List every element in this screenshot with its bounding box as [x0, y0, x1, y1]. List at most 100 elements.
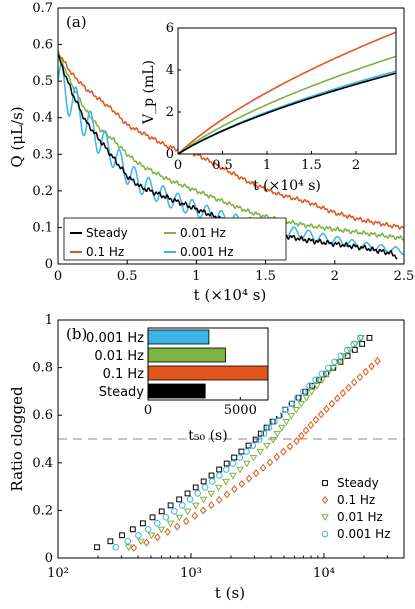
data-point-0.01-hz [345, 347, 354, 354]
panel-b-frame [57, 319, 405, 559]
data-point-0.001-hz [208, 478, 216, 485]
legend-marker-steady [322, 480, 328, 486]
bar-label-0.001-hz: 0.001 Hz [86, 331, 144, 346]
data-point-steady [351, 346, 358, 353]
panel-b-ytick-label: 1 [45, 313, 53, 328]
data-point-0.01-hz [277, 424, 286, 432]
data-point-0.01-hz [166, 520, 175, 528]
data-point-0.01-hz [124, 544, 133, 552]
data-point-0.1-hz [199, 506, 207, 515]
data-point-steady [167, 502, 174, 509]
panel-b-ytick-label: 0.6 [32, 408, 53, 423]
data-point-0.1-hz [280, 447, 287, 456]
data-point-0.1-hz [259, 463, 267, 472]
series-line-0.1-hz [57, 50, 405, 231]
data-point-0.001-hz [216, 472, 223, 479]
panel-a-xtick-label: 2.5 [394, 269, 415, 284]
panel-a-ytick-label: 0.6 [32, 38, 53, 53]
data-point-steady [208, 472, 215, 479]
data-point-0.001-hz [318, 370, 326, 378]
data-point-0.001-hz [300, 388, 307, 396]
bar-label-steady: Steady [99, 385, 145, 400]
inset-line-steady [177, 72, 397, 155]
panel-b-xlabel: t (s) [215, 584, 245, 602]
panel-a-label: (a) [66, 13, 87, 31]
panel-a-frame [57, 7, 405, 265]
data-point-0.1-hz [323, 405, 330, 414]
panel-a-xlabel: t (×10⁴ s) [194, 286, 267, 304]
data-point-0.1-hz [286, 442, 294, 451]
data-point-0.1-hz [245, 474, 253, 483]
data-point-0.001-hz [162, 514, 170, 521]
data-point-0.01-hz [199, 496, 208, 504]
legend-marker-0.1-hz [321, 496, 329, 504]
data-point-0.001-hz [271, 418, 278, 425]
panel-b-xtick-label: 10³ [180, 566, 202, 581]
data-point-0.001-hz [201, 484, 209, 491]
data-point-0.001-hz [229, 460, 237, 467]
data-point-0.1-hz [334, 394, 341, 403]
data-point-steady [309, 382, 316, 389]
data-point-0.1-hz [130, 543, 138, 552]
data-point-0.1-hz [223, 490, 231, 499]
panel-a-inset: 0 0.5 1 1.5 2 0 2 4 6 t (×10⁴ s) V_p (mL) [141, 21, 397, 194]
data-point-0.001-hz [282, 406, 289, 413]
data-point-0.01-hz [256, 448, 265, 456]
bar-0.01-hz [147, 347, 226, 363]
data-point-0.01-hz [307, 389, 316, 396]
legend-label-0.01hz: 0.01 Hz [180, 226, 226, 240]
data-point-steady [107, 538, 114, 545]
data-point-0.01-hz [175, 514, 184, 522]
bar-steady [147, 383, 206, 399]
panel-b-legend: Steady 0.1 Hz 0.01 Hz 0.001 Hz [321, 476, 391, 541]
panel-a-legend: Steady 0.1 Hz 0.01 Hz 0.001 Hz [63, 217, 287, 261]
data-point-0.01-hz [329, 365, 338, 372]
data-point-0.01-hz [287, 412, 296, 420]
data-point-0.01-hz [262, 442, 271, 450]
data-point-0.001-hz [186, 496, 194, 503]
data-point-0.01-hz [236, 466, 244, 474]
legend-label-0.01-hz: 0.01 Hz [337, 510, 383, 524]
panel-a-ytick-label: 0.7 [32, 1, 53, 16]
data-point-0.1-hz [368, 362, 375, 371]
panel-b-xtick-label: 10⁴ [313, 566, 335, 581]
data-point-steady [231, 454, 237, 461]
inset-ytick-label: 2 [166, 105, 174, 120]
data-point-0.001-hz [236, 454, 244, 461]
data-point-0.001-hz [124, 537, 132, 545]
data-point-0.01-hz [273, 430, 282, 438]
data-point-0.001-hz [249, 442, 257, 449]
data-point-0.1-hz [164, 527, 171, 536]
data-point-0.001-hz [194, 490, 201, 497]
data-point-0.01-hz [292, 406, 301, 414]
data-point-0.001-hz [294, 394, 301, 402]
data-point-0.01-hz [313, 383, 321, 390]
bar-0.001-hz [147, 329, 210, 345]
panel-b: 10² 10³ 10⁴ 0 0.2 0.4 0.6 0.8 1 (b) t (s) Ratio … [8, 313, 405, 602]
inset-frame [177, 27, 397, 155]
data-point-0.1-hz [345, 383, 352, 392]
data-point-0.1-hz [231, 485, 238, 494]
data-point-0.01-hz [214, 484, 223, 492]
bar-inset-xtick-label: 0 [144, 403, 152, 418]
bar-0.1-hz [147, 365, 269, 381]
data-point-steady [94, 544, 100, 551]
panel-a-ytick-label: 0.2 [32, 184, 53, 199]
data-point-0.1-hz [374, 357, 381, 366]
data-point-steady [359, 340, 366, 347]
data-point-0.01-hz [302, 395, 311, 402]
data-point-0.01-hz [183, 508, 192, 516]
bar-label-0.01-hz: 0.01 Hz [94, 349, 144, 364]
data-point-steady [192, 484, 199, 491]
bar-inset-frame [147, 327, 269, 401]
inset-ytick-label: 6 [166, 21, 174, 36]
data-point-0.1-hz [215, 495, 223, 504]
panel-a: 0 0.5 1 1.5 2 2.5 0 0.1 0.2 0.3 0.4 0.5 0.6 0.7 (a) t… [8, 1, 414, 304]
panel-a-xtick-label: 0.5 [117, 269, 138, 284]
panel-a-ytick-label: 0.4 [32, 111, 53, 126]
data-point-0.001-hz [324, 364, 332, 372]
panel-b-ytick-label: 0.4 [32, 456, 53, 471]
bar-inset-xlabel: t₅₀ (s) [188, 428, 227, 444]
data-point-0.1-hz [154, 533, 161, 542]
data-point-0.1-hz [298, 431, 305, 440]
